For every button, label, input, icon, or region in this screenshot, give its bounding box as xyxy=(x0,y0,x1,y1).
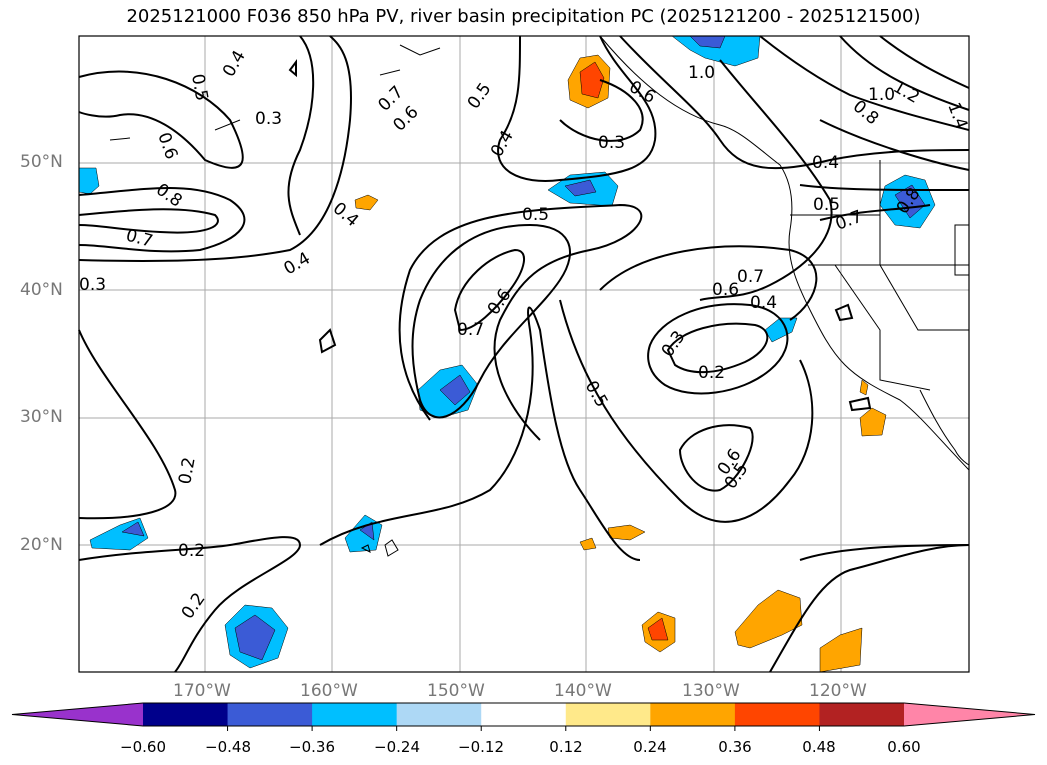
contour-label: 0.2 xyxy=(175,456,199,486)
coastline xyxy=(109,35,970,557)
colorbar-tick: 0.48 xyxy=(802,738,836,756)
pv-contours xyxy=(78,35,970,673)
lat-label-30n: 30°N xyxy=(20,407,63,427)
contour-label: 1.0 xyxy=(688,63,715,83)
lat-label-40n: 40°N xyxy=(20,280,63,300)
precip-shading xyxy=(78,35,936,673)
contour-label: 0.7 xyxy=(457,320,484,340)
colorbar-tick: 0.24 xyxy=(633,738,667,756)
contour-label: 0.4 xyxy=(281,248,314,279)
colorbar-segment xyxy=(481,703,567,726)
neg-anomaly-calif xyxy=(764,317,798,343)
contour-label: 0.6 xyxy=(153,130,181,162)
colorbar-segment xyxy=(143,703,229,726)
colorbar-segment xyxy=(734,703,820,726)
colorbar-segment xyxy=(396,703,482,726)
pos-anomaly-south-2 xyxy=(734,589,803,649)
colorbar-tick: −0.60 xyxy=(120,738,166,756)
contour-label: 0.5 xyxy=(187,72,211,102)
contour-label: 0.2 xyxy=(698,363,725,383)
pos-anomaly-baja xyxy=(859,407,887,437)
lon-label-120w: 120°W xyxy=(809,681,867,701)
colorbar-extend-min xyxy=(12,703,143,726)
neg-anomaly-hawaii xyxy=(344,514,383,553)
pos-anomaly-small xyxy=(354,194,379,211)
contour-label: 0.8 xyxy=(152,180,186,212)
lon-label-150w: 150°W xyxy=(427,681,485,701)
contour-label: 0.3 xyxy=(598,133,625,153)
contour-label: 0.5 xyxy=(813,195,840,215)
colorbar-tick: −0.24 xyxy=(374,738,420,756)
contour-label: 0.5 xyxy=(464,79,496,113)
lon-label-130w: 130°W xyxy=(682,681,740,701)
plot-title: 2025121000 F036 850 hPa PV, river basin … xyxy=(126,6,921,27)
contour-label: 0.7 xyxy=(737,267,764,287)
colorbar-tick: −0.12 xyxy=(458,738,504,756)
colorbar xyxy=(11,702,1036,731)
colorbar-tick: −0.36 xyxy=(289,738,335,756)
contour-label: 0.4 xyxy=(812,153,839,173)
contour-label: 0.4 xyxy=(750,293,777,313)
lon-label-160w: 160°W xyxy=(300,681,358,701)
colorbar-tick: 0.60 xyxy=(887,738,921,756)
lon-label-170w: 170°W xyxy=(173,681,231,701)
contour-label: 0.3 xyxy=(79,275,106,295)
contour-label: 0.3 xyxy=(255,109,282,129)
neg-anomaly-west-edge xyxy=(78,167,100,195)
contour-label: 0.7 xyxy=(124,226,155,252)
lat-label-50n: 50°N xyxy=(20,152,63,172)
lat-label-20n: 20°N xyxy=(20,535,63,555)
contour-label: 1.4 xyxy=(943,100,971,132)
map-frame xyxy=(78,35,970,673)
colorbar-segment xyxy=(565,703,651,726)
contour-label: 0.5 xyxy=(581,378,612,411)
contour-label-group: 0.5 0.4 0.3 0.6 0.8 0.7 0.3 0.4 0.6 0.7 … xyxy=(79,47,971,623)
contour-label: 0.5 xyxy=(522,205,549,225)
graticule xyxy=(79,36,969,672)
colorbar-extend-max xyxy=(904,703,1035,726)
colorbar-segment xyxy=(650,703,736,726)
contour-label: 0.4 xyxy=(487,127,518,160)
contour-label: 0.2 xyxy=(178,541,205,561)
colorbar-segment xyxy=(227,703,313,726)
colorbar-tick: 0.12 xyxy=(549,738,583,756)
pos-anomaly-mid xyxy=(607,524,646,541)
colorbar-outline xyxy=(11,702,1036,727)
lon-label-140w: 140°W xyxy=(554,681,612,701)
colorbar-tick: 0.36 xyxy=(718,738,752,756)
colorbar-segment xyxy=(819,703,905,726)
contour-label: 1.0 xyxy=(868,85,895,105)
colorbar-tick: −0.48 xyxy=(205,738,251,756)
contour-label: 0.3 xyxy=(658,327,690,361)
contour-label: 0.6 xyxy=(712,280,739,300)
pos-anomaly-south-3 xyxy=(819,627,863,673)
colorbar-segment xyxy=(312,703,398,726)
contour-label: 0.4 xyxy=(219,47,250,80)
